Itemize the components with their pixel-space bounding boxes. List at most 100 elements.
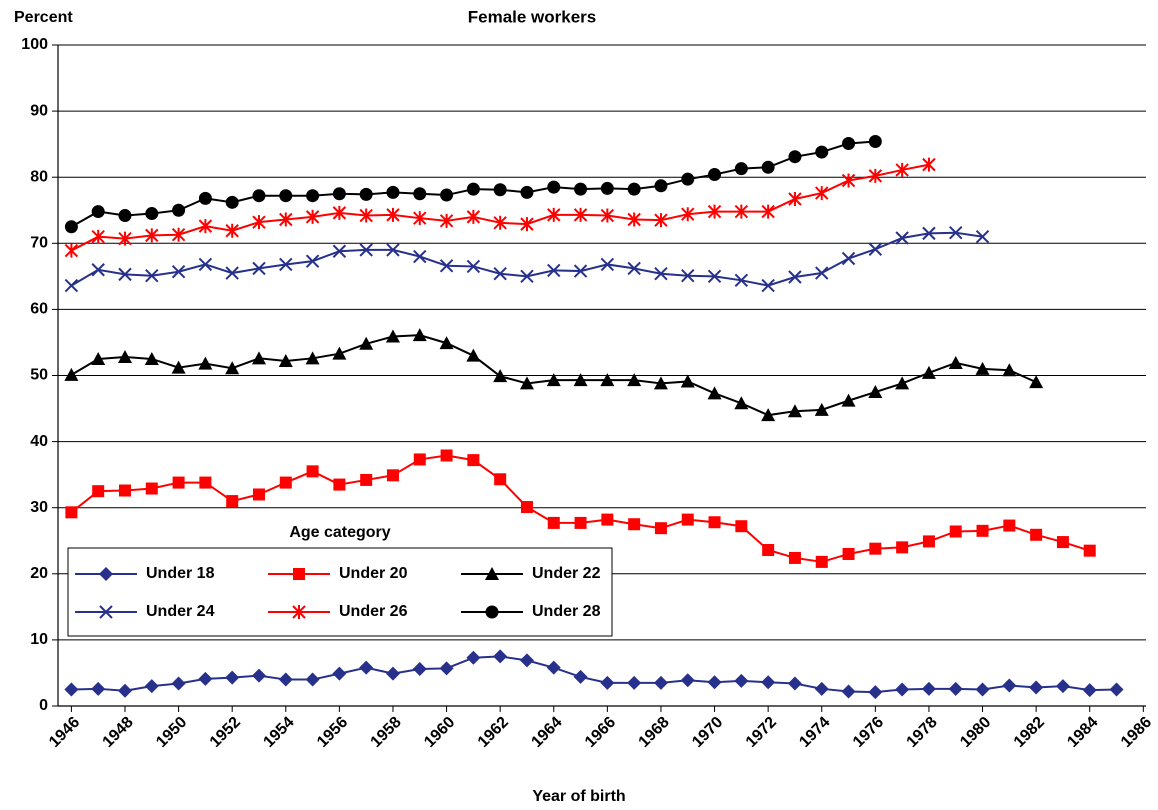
data-point [681, 268, 695, 283]
data-point [279, 476, 292, 489]
data-point [735, 520, 748, 533]
data-point [145, 482, 158, 495]
x-tick-label: 1950 [153, 714, 190, 751]
data-point [895, 231, 909, 245]
data-point [546, 660, 561, 675]
data-point [332, 666, 347, 681]
data-point [305, 209, 320, 224]
data-point [1109, 682, 1124, 697]
data-point [118, 209, 132, 223]
data-point [91, 229, 105, 244]
x-tick-label: 1974 [796, 714, 833, 751]
data-point [412, 661, 427, 676]
series-line [70, 454, 1091, 563]
y-axis-label: Percent [14, 9, 73, 26]
data-point [627, 261, 641, 276]
data-point [547, 207, 561, 222]
data-point [519, 376, 534, 390]
data-point [681, 513, 694, 526]
legend-marker [485, 567, 499, 580]
x-tick-label: 1966 [582, 714, 619, 751]
data-point [546, 373, 561, 387]
data-point [868, 168, 883, 183]
data-point [520, 185, 534, 199]
legend-marker [99, 605, 113, 619]
data-point [493, 369, 508, 383]
data-point [440, 449, 453, 462]
legend-marker [485, 605, 499, 619]
data-point [278, 672, 293, 687]
data-point [601, 513, 614, 526]
data-point [118, 231, 132, 246]
data-point [118, 267, 132, 282]
data-point [385, 666, 400, 681]
data-point [1055, 679, 1070, 694]
x-tick-label: 1982 [1011, 714, 1048, 751]
x-tick-label: 1980 [957, 714, 994, 751]
data-point [520, 217, 534, 232]
y-tick-label: 40 [30, 433, 48, 450]
data-point [573, 207, 588, 222]
data-point [332, 346, 347, 360]
legend-title: Age category [289, 524, 390, 541]
data-point [922, 157, 936, 172]
data-point [359, 336, 374, 350]
data-point [466, 348, 481, 362]
data-point [519, 653, 534, 668]
data-point [172, 476, 185, 489]
data-point [653, 675, 668, 690]
data-point [305, 254, 320, 268]
legend-box [67, 547, 613, 637]
data-point [144, 351, 159, 365]
data-point [815, 145, 829, 159]
data-point [574, 516, 587, 529]
data-point [975, 682, 990, 697]
data-point [815, 266, 829, 280]
data-point [707, 204, 722, 219]
data-point [708, 168, 722, 182]
data-point [117, 683, 132, 698]
data-point [948, 355, 963, 369]
data-point [386, 469, 399, 482]
data-point [600, 373, 615, 387]
data-point [1002, 363, 1017, 377]
x-tick-label: 1954 [260, 714, 297, 751]
data-point [1002, 678, 1017, 693]
data-point [333, 478, 346, 491]
data-point [145, 268, 159, 283]
data-point [467, 454, 480, 467]
data-point [439, 661, 454, 676]
data-point [708, 516, 721, 529]
data-point [949, 226, 963, 240]
x-tick-label: 1976 [850, 714, 887, 751]
data-point [895, 162, 909, 177]
data-point [948, 681, 963, 696]
data-point [64, 243, 79, 258]
data-point [868, 385, 883, 399]
data-point [707, 269, 722, 284]
data-point [841, 251, 856, 266]
x-tick-label: 1946 [46, 714, 83, 751]
data-point [680, 673, 695, 688]
data-point [171, 227, 186, 242]
data-point [788, 192, 802, 207]
data-point [225, 195, 239, 209]
data-point [118, 484, 131, 497]
x-tick-label: 1960 [421, 714, 458, 751]
data-point [64, 278, 79, 293]
data-point [654, 266, 668, 281]
data-point [386, 207, 400, 222]
data-point [788, 551, 801, 564]
x-axis-label: Year of birth [532, 788, 625, 805]
data-point [975, 361, 990, 375]
data-point [573, 669, 588, 684]
data-point [841, 173, 856, 188]
y-tick-label: 10 [30, 631, 48, 648]
data-point [761, 408, 776, 422]
data-point [573, 264, 588, 278]
data-point [252, 215, 266, 230]
data-point [814, 402, 829, 416]
data-point [466, 209, 481, 224]
data-point [1029, 375, 1044, 389]
data-point [949, 525, 962, 538]
